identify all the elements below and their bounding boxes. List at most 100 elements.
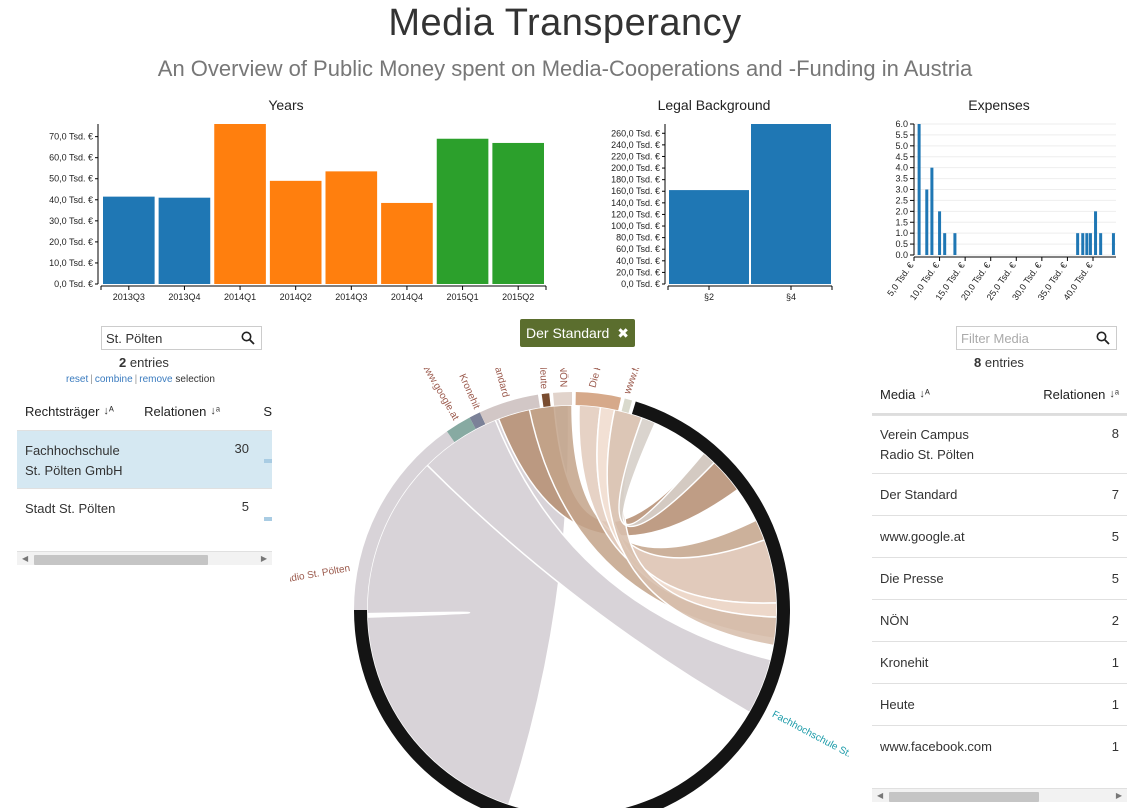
chord-arc-noen bbox=[553, 392, 572, 406]
sort-icon[interactable]: ↓ᴬ bbox=[919, 388, 930, 400]
x-tick-label: 2015Q1 bbox=[447, 292, 479, 302]
chord-label-facebook: www.facebook.com bbox=[622, 368, 662, 397]
close-icon[interactable]: ✖ bbox=[617, 324, 630, 341]
chord-ribbon bbox=[618, 416, 716, 528]
column-s[interactable]: S bbox=[263, 403, 272, 419]
histogram-bar bbox=[1076, 233, 1080, 255]
row-name: Fachhochschule St. Pölten GmbH bbox=[25, 443, 123, 478]
bar bbox=[158, 197, 211, 284]
years-chart-title: Years bbox=[268, 97, 304, 113]
row-relationen: 5 bbox=[1111, 571, 1119, 586]
scroll-right-icon[interactable]: ▶ bbox=[260, 554, 267, 563]
column-rechtstraeger[interactable]: Rechtsträger ↓ᴬ bbox=[25, 403, 114, 419]
years-bar-chart[interactable]: 0,0 Tsd. € 10,0 Tsd. € 20,0 Tsd. € 30,0 Tsd… bbox=[0, 112, 560, 312]
column-media[interactable]: Media ↓ᴬ bbox=[880, 386, 930, 402]
table-row[interactable]: Die Presse 5 bbox=[872, 557, 1127, 599]
media-filter-search[interactable] bbox=[956, 326, 1117, 350]
mini-bar bbox=[264, 517, 272, 521]
expenses-histogram[interactable]: 0.00.51.01.52.02.53.03.54.04.55.05.56.05… bbox=[880, 112, 1130, 322]
x-tick-label: 2015Q2 bbox=[502, 292, 534, 302]
chord-label-noen: NÖN bbox=[557, 368, 569, 387]
table-header: Media ↓ᴬ Relationen ↓ᵃ bbox=[872, 375, 1127, 413]
bar bbox=[492, 142, 544, 284]
right-table-scrollbar[interactable]: ◀ ▶ bbox=[872, 788, 1127, 802]
x-tick-label: 2014Q4 bbox=[391, 292, 423, 302]
media-filter-input[interactable] bbox=[957, 327, 1087, 349]
y-tick-label: 180,0 Tsd. € bbox=[611, 175, 660, 185]
y-tick-label: 2.0 bbox=[895, 206, 908, 216]
chord-diagram[interactable]: Der Standard Heute NÖN Die Presse www.facebo… bbox=[290, 368, 850, 808]
column-relationen[interactable]: Relationen ↓ᵃ bbox=[1043, 386, 1119, 402]
reset-link[interactable]: reset bbox=[66, 374, 89, 385]
bar bbox=[269, 180, 322, 284]
chord-arc-der-standard bbox=[479, 394, 540, 425]
y-tick-label: 0,0 Tsd. € bbox=[621, 279, 660, 289]
remove-link[interactable]: remove bbox=[139, 374, 173, 385]
table-row[interactable]: Fachhochschule St. Pölten GmbH 30 bbox=[17, 430, 272, 488]
chord-label-kronehit: Kronehit bbox=[456, 372, 481, 411]
row-name: www.facebook.com bbox=[880, 739, 992, 754]
histogram-bar bbox=[953, 233, 957, 255]
combine-link[interactable]: combine bbox=[94, 374, 133, 385]
scroll-left-icon[interactable]: ◀ bbox=[877, 791, 884, 800]
search-icon[interactable] bbox=[1096, 331, 1110, 345]
histogram-bar bbox=[1094, 211, 1098, 255]
y-tick-label: 10,0 Tsd. € bbox=[49, 258, 93, 268]
table-row[interactable]: Kronehit 1 bbox=[872, 641, 1127, 683]
y-tick-label: 30,0 Tsd. € bbox=[49, 216, 93, 226]
histogram-bar bbox=[917, 124, 921, 255]
row-name: Die Presse bbox=[880, 571, 944, 586]
table-row[interactable]: Heute 1 bbox=[872, 683, 1127, 725]
x-tick-label: 2014Q2 bbox=[280, 292, 312, 302]
y-tick-label: 5.5 bbox=[895, 130, 908, 140]
chord-arc-kronehit bbox=[469, 412, 486, 429]
bar bbox=[436, 138, 489, 284]
y-tick-label: 80,0 Tsd. € bbox=[616, 233, 660, 243]
row-name: Stadt St. Pölten bbox=[25, 501, 116, 516]
row-relationen: 30 bbox=[234, 441, 249, 456]
sort-icon[interactable]: ↓ᵃ bbox=[210, 405, 220, 417]
x-tick-label: 2013Q3 bbox=[113, 292, 145, 302]
scrollbar-thumb[interactable] bbox=[34, 555, 208, 565]
x-tick-label: 2014Q3 bbox=[335, 292, 367, 302]
media-table: Media ↓ᴬ Relationen ↓ᵃ Verein Campus Radio … bbox=[872, 375, 1127, 767]
table-row[interactable]: www.facebook.com 1 bbox=[872, 725, 1127, 767]
table-row[interactable]: Der Standard 7 bbox=[872, 473, 1127, 515]
row-name: Heute bbox=[880, 697, 915, 712]
sort-icon[interactable]: ↓ᴬ bbox=[103, 405, 114, 417]
der-standard-filter-tag[interactable]: Der Standard ✖ bbox=[520, 319, 636, 347]
left-table-scrollbar[interactable]: ◀ ▶ bbox=[17, 551, 272, 565]
row-name: Verein Campus Radio St. Pölten bbox=[880, 426, 974, 462]
right-entries-count: 8 entries bbox=[974, 355, 1024, 370]
rechtstraeger-table: Rechtsträger ↓ᴬ Relationen ↓ᵃ S Fachhochsc… bbox=[17, 392, 272, 546]
chord-ribbon bbox=[425, 418, 772, 714]
row-name: www.google.at bbox=[880, 529, 965, 544]
y-tick-label: 70,0 Tsd. € bbox=[49, 132, 93, 142]
chord-label-campus-radio: mpus Radio St. Pölten bbox=[290, 563, 351, 591]
x-tick-label: §2 bbox=[704, 292, 714, 302]
rechtstraeger-search-input[interactable] bbox=[102, 327, 232, 349]
x-tick-label: 2013Q4 bbox=[168, 292, 200, 302]
column-relationen[interactable]: Relationen ↓ᵃ bbox=[144, 403, 220, 419]
scroll-right-icon[interactable]: ▶ bbox=[1115, 791, 1122, 800]
table-row[interactable]: Verein Campus Radio St. Pölten 8 bbox=[872, 415, 1127, 473]
table-row[interactable]: www.google.at 5 bbox=[872, 515, 1127, 557]
table-row[interactable]: NÖN 2 bbox=[872, 599, 1127, 641]
y-tick-label: 100,0 Tsd. € bbox=[611, 221, 660, 231]
bar bbox=[669, 190, 749, 284]
legal-background-bar-chart[interactable]: 0,0 Tsd. € 20,0 Tsd. €40,0 Tsd. € 60,0 Tsd… bbox=[580, 112, 860, 312]
chord-arc-google bbox=[446, 417, 476, 443]
y-tick-label: 120,0 Tsd. € bbox=[611, 209, 660, 219]
scroll-left-icon[interactable]: ◀ bbox=[22, 554, 29, 563]
table-row[interactable]: Stadt St. Pölten 5 bbox=[17, 488, 272, 546]
histogram-bar bbox=[943, 233, 947, 255]
legal-chart-title: Legal Background bbox=[657, 97, 771, 113]
bar bbox=[325, 171, 378, 284]
scrollbar-thumb[interactable] bbox=[889, 792, 1039, 802]
sort-icon[interactable]: ↓ᵃ bbox=[1109, 388, 1119, 400]
row-name: Kronehit bbox=[880, 655, 929, 670]
search-icon[interactable] bbox=[241, 331, 255, 345]
mini-bar bbox=[264, 459, 272, 463]
rechtstraeger-search[interactable] bbox=[101, 326, 262, 350]
y-tick-label: 40,0 Tsd. € bbox=[49, 195, 93, 205]
